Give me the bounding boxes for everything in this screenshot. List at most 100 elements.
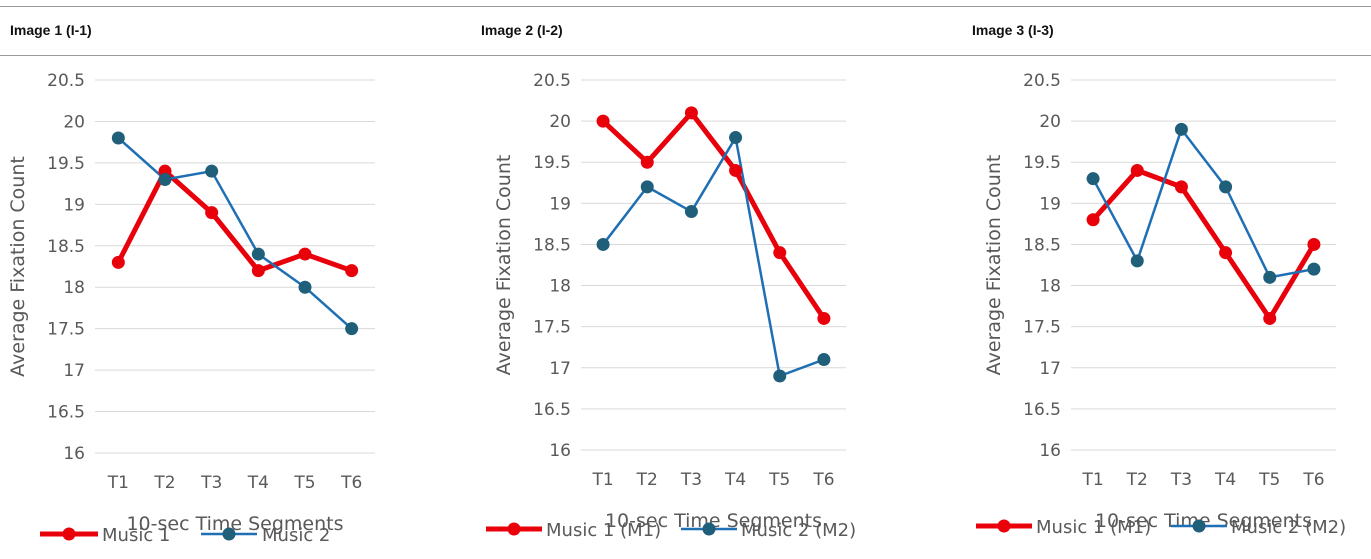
chart-image-2: 16 16.5 17 17.5 18 18.5 19 19.5 20 20.5 T1 T2 T3 T4 T5… bbox=[486, 60, 886, 550]
y-tick-label: 19.5 bbox=[1023, 153, 1061, 173]
y-tick-label: 19.5 bbox=[533, 153, 571, 173]
y-tick-label: 16 bbox=[1039, 441, 1061, 461]
y-tick-label: 19 bbox=[549, 194, 571, 214]
data-point-series-2 bbox=[252, 248, 265, 261]
y-axis-title: Average Fixation Count bbox=[493, 155, 515, 376]
chart-image-3: 16 16.5 17 17.5 18 18.5 19 19.5 20 20.5 T1 T2 T3 T4 T5… bbox=[976, 60, 1371, 550]
y-tick-label: 20.5 bbox=[47, 71, 85, 91]
y-tick-label: 20.5 bbox=[533, 71, 571, 91]
x-tick-label: T4 bbox=[724, 470, 746, 490]
data-point-series-2 bbox=[1307, 263, 1320, 276]
x-tick-label: T1 bbox=[107, 473, 129, 493]
y-tick-label: 18 bbox=[1039, 277, 1061, 297]
y-tick-label: 17.5 bbox=[533, 318, 571, 338]
x-tick-label: T5 bbox=[293, 473, 315, 493]
series-line-1 bbox=[118, 171, 351, 270]
y-tick-label: 20 bbox=[549, 112, 571, 132]
y-tick-label: 20 bbox=[1039, 112, 1061, 132]
x-tick-label: T6 bbox=[340, 473, 362, 493]
legend-marker-1 bbox=[998, 520, 1011, 533]
data-point-series-2 bbox=[1263, 271, 1276, 284]
legend-marker-2 bbox=[1193, 520, 1206, 533]
x-tick-label: T4 bbox=[247, 473, 269, 493]
y-tick-label: 20 bbox=[63, 112, 85, 132]
x-tick-label: T5 bbox=[1258, 470, 1280, 490]
data-point-series-1 bbox=[112, 256, 125, 269]
data-point-series-1 bbox=[641, 156, 654, 169]
y-tick-label: 16.5 bbox=[1023, 400, 1061, 420]
panel-title-3: Image 3 (I-3) bbox=[972, 22, 1054, 38]
y-tick-label: 18 bbox=[549, 277, 571, 297]
panel-title-1: Image 1 (I-1) bbox=[10, 22, 92, 38]
chart-image-1: 16 16.5 17 17.5 18 18.5 19 19.5 20 20.5 T1 T2 T3 T4 T5… bbox=[0, 60, 400, 550]
y-tick-label: 17 bbox=[1039, 359, 1061, 379]
data-point-series-1 bbox=[817, 312, 830, 325]
x-tick-label: T2 bbox=[1126, 470, 1148, 490]
data-point-series-2 bbox=[1175, 123, 1188, 136]
y-tick-label: 17 bbox=[549, 359, 571, 379]
y-tick-label: 19 bbox=[1039, 194, 1061, 214]
x-tick-label: T3 bbox=[200, 473, 222, 493]
y-tick-label: 17.5 bbox=[1023, 318, 1061, 338]
x-tick-label: T3 bbox=[680, 470, 702, 490]
data-point-series-2 bbox=[685, 205, 698, 218]
data-point-series-2 bbox=[159, 173, 172, 186]
y-tick-label: 16 bbox=[63, 444, 85, 464]
data-point-series-1 bbox=[685, 106, 698, 119]
data-point-series-2 bbox=[817, 353, 830, 366]
data-point-series-2 bbox=[299, 281, 312, 294]
data-point-series-1 bbox=[597, 115, 610, 128]
y-tick-label: 17 bbox=[63, 361, 85, 381]
data-point-series-1 bbox=[299, 248, 312, 261]
data-point-series-1 bbox=[729, 164, 742, 177]
top-rule bbox=[0, 6, 1371, 7]
data-point-series-1 bbox=[1263, 312, 1276, 325]
legend-marker-2 bbox=[703, 523, 716, 536]
y-tick-label: 20.5 bbox=[1023, 71, 1061, 91]
panel-title-2: Image 2 (I-2) bbox=[481, 22, 563, 38]
legend-label-1: Music 1 (M1) bbox=[1036, 517, 1151, 538]
data-point-series-1 bbox=[345, 264, 358, 277]
data-point-series-1 bbox=[1219, 246, 1232, 259]
x-tick-label: T6 bbox=[1302, 470, 1324, 490]
x-tick-label: T2 bbox=[636, 470, 658, 490]
data-point-series-1 bbox=[1307, 238, 1320, 251]
y-tick-label: 16.5 bbox=[533, 400, 571, 420]
legend-marker-1 bbox=[63, 528, 76, 541]
y-tick-label: 16 bbox=[549, 441, 571, 461]
legend-label-1: Music 1 (M1) bbox=[546, 520, 661, 541]
x-tick-label: T2 bbox=[153, 473, 175, 493]
x-tick-label: T5 bbox=[768, 470, 790, 490]
x-tick-label: T1 bbox=[1081, 470, 1103, 490]
data-point-series-1 bbox=[1175, 180, 1188, 193]
y-tick-label: 18.5 bbox=[533, 235, 571, 255]
series-line-2 bbox=[118, 138, 351, 329]
x-tick-label: T4 bbox=[1214, 470, 1236, 490]
y-tick-label: 19 bbox=[63, 195, 85, 215]
data-point-series-2 bbox=[773, 370, 786, 383]
data-point-series-2 bbox=[1131, 254, 1144, 267]
data-point-series-1 bbox=[252, 264, 265, 277]
legend-label-2: Music 2 (M2) bbox=[741, 520, 856, 541]
y-tick-label: 19.5 bbox=[47, 154, 85, 174]
data-point-series-2 bbox=[641, 180, 654, 193]
series-line-2 bbox=[603, 138, 824, 376]
legend-marker-2 bbox=[223, 528, 236, 541]
data-point-series-2 bbox=[729, 131, 742, 144]
y-axis-title: Average Fixation Count bbox=[983, 155, 1005, 376]
data-point-series-1 bbox=[205, 206, 218, 219]
legend-label-1: Music 1 bbox=[102, 525, 170, 546]
data-point-series-1 bbox=[773, 246, 786, 259]
data-point-series-2 bbox=[112, 132, 125, 145]
y-tick-label: 16.5 bbox=[47, 403, 85, 423]
data-point-series-1 bbox=[1087, 213, 1100, 226]
data-point-series-2 bbox=[597, 238, 610, 251]
y-tick-label: 18.5 bbox=[1023, 235, 1061, 255]
data-point-series-1 bbox=[1131, 164, 1144, 177]
legend-marker-1 bbox=[508, 523, 521, 536]
data-point-series-2 bbox=[205, 165, 218, 178]
x-tick-label: T6 bbox=[812, 470, 834, 490]
legend-label-2: Music 2 (M2) bbox=[1231, 517, 1346, 538]
data-point-series-2 bbox=[345, 322, 358, 335]
y-tick-label: 17.5 bbox=[47, 320, 85, 340]
